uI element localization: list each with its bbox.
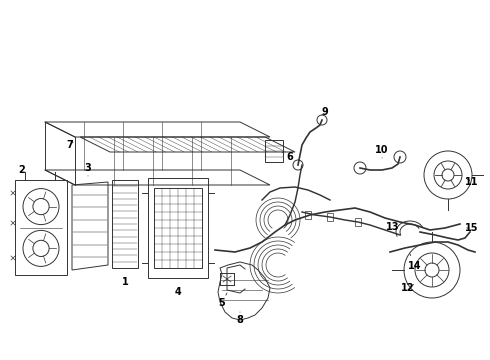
- Text: 3: 3: [85, 163, 91, 176]
- Text: 14: 14: [408, 254, 422, 271]
- Bar: [15, 180, 67, 275]
- Bar: [355, 218, 361, 226]
- Text: 2: 2: [19, 165, 25, 175]
- Text: 7: 7: [67, 140, 74, 150]
- Text: 5: 5: [219, 293, 227, 308]
- Text: 4: 4: [174, 287, 181, 297]
- Bar: [154, 188, 202, 268]
- Bar: [327, 213, 333, 221]
- Text: 12: 12: [401, 283, 415, 293]
- Text: 6: 6: [282, 152, 294, 162]
- Bar: [112, 180, 138, 268]
- Text: 10: 10: [375, 145, 389, 158]
- Text: 15: 15: [465, 223, 479, 233]
- Bar: [305, 211, 311, 219]
- Bar: [148, 178, 208, 278]
- Text: 8: 8: [237, 312, 244, 325]
- Text: 11: 11: [465, 177, 479, 187]
- Text: 9: 9: [321, 107, 328, 117]
- Text: 13: 13: [386, 222, 400, 232]
- Text: 1: 1: [122, 277, 128, 287]
- Bar: [265, 140, 283, 162]
